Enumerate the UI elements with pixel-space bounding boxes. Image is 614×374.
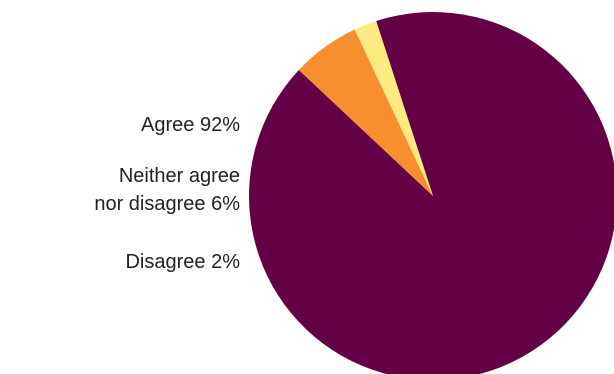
legend-label-disagree: Disagree 2%	[125, 251, 240, 273]
pie-slice-agree	[249, 12, 614, 374]
chart-legend: Agree 92% Neither agree nor disagree 6% …	[0, 0, 240, 374]
pie-slice-disagree	[354, 21, 433, 197]
legend-label-neither: Neither agree nor disagree 6%	[94, 165, 240, 215]
legend-label-agree: Agree 92%	[141, 114, 240, 136]
pie-slice-neither	[298, 29, 433, 197]
